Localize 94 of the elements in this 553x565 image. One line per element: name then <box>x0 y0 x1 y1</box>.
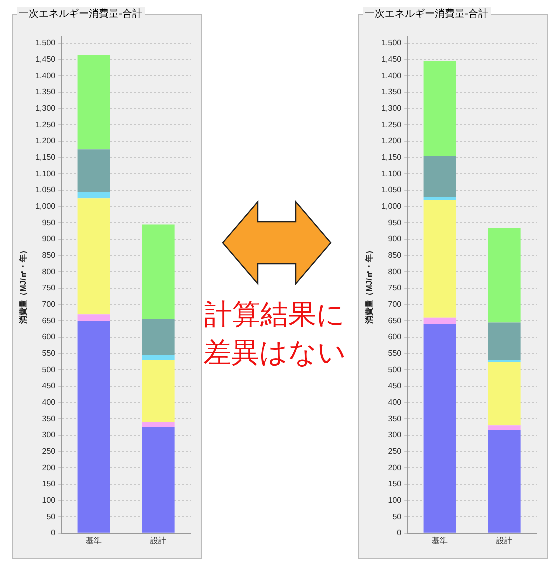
y-tick-label: 1,400 <box>382 71 402 80</box>
bar <box>424 200 456 318</box>
y-tick-label: 150 <box>388 480 402 489</box>
y-tick-label: 650 <box>388 316 402 326</box>
y-tick-label: 450 <box>388 382 402 391</box>
bar <box>142 319 175 356</box>
y-tick-label: 550 <box>42 348 56 358</box>
bar <box>488 430 521 533</box>
y-tick-label: 350 <box>388 414 402 424</box>
y-tick-label: 700 <box>42 300 56 309</box>
y-tick-label: 100 <box>388 496 402 505</box>
y-tick-label: 300 <box>388 430 402 440</box>
y-tick-label: 1,350 <box>382 88 402 97</box>
bar <box>424 197 456 200</box>
bar <box>78 150 110 192</box>
y-tick-label: 750 <box>388 284 402 293</box>
y-tick-label: 600 <box>42 332 56 342</box>
y-tick-label: 800 <box>42 267 56 276</box>
y-tick-label: 650 <box>42 316 56 326</box>
y-tick-label: 1,500 <box>36 38 56 48</box>
bar <box>142 427 175 533</box>
bar <box>488 322 521 360</box>
y-tick-label: 1,200 <box>36 136 56 146</box>
x-tick-label: 設計 <box>496 536 513 546</box>
y-tick-label: 50 <box>46 512 56 522</box>
y-tick-label: 600 <box>388 332 402 342</box>
bar <box>488 426 521 431</box>
y-tick-label: 1,300 <box>382 104 402 114</box>
bar <box>142 422 175 428</box>
y-tick-label: 900 <box>42 234 56 244</box>
y-tick-label: 950 <box>388 218 402 228</box>
y-tick-label: 200 <box>388 463 402 472</box>
y-tick-label: 750 <box>42 284 56 293</box>
y-tick-label: 50 <box>392 512 402 522</box>
y-tick-label: 200 <box>42 463 56 472</box>
bar <box>142 360 175 422</box>
bar <box>78 314 110 322</box>
y-tick-label: 1,250 <box>36 120 56 130</box>
y-tick-label: 150 <box>42 480 56 489</box>
y-tick-label: 1,350 <box>36 88 56 97</box>
y-tick-label: 1,100 <box>36 169 56 178</box>
y-tick-label: 1,500 <box>382 38 402 48</box>
y-tick-label: 1,100 <box>382 169 402 178</box>
y-tick-label: 1,150 <box>36 153 56 162</box>
y-tick-label: 1,450 <box>382 55 402 64</box>
y-tick-label: 0 <box>51 528 56 538</box>
y-tick-label: 1,250 <box>382 120 402 130</box>
x-tick-label: 基準 <box>432 536 448 546</box>
y-tick-label: 1,000 <box>382 202 402 212</box>
y-tick-label: 1,200 <box>382 136 402 146</box>
y-tick-label: 100 <box>42 496 56 505</box>
bar <box>78 198 110 315</box>
y-tick-label: 1,050 <box>36 186 56 195</box>
bar <box>78 192 110 199</box>
bar <box>424 61 456 156</box>
y-tick-label: 1,000 <box>36 202 56 212</box>
bar <box>488 362 521 426</box>
y-axis-title: 消費量（MJ/㎡・年） <box>365 246 374 325</box>
y-tick-label: 950 <box>42 218 56 228</box>
y-tick-label: 0 <box>397 528 402 538</box>
y-tick-label: 300 <box>42 430 56 440</box>
y-tick-label: 850 <box>42 251 56 260</box>
bar <box>424 156 456 198</box>
bar <box>142 224 175 320</box>
bar <box>142 355 175 360</box>
y-tick-label: 1,050 <box>382 186 402 195</box>
x-tick-label: 基準 <box>86 536 102 546</box>
y-tick-label: 1,400 <box>36 71 56 80</box>
y-tick-label: 350 <box>42 414 56 424</box>
bar <box>488 228 521 323</box>
y-tick-label: 700 <box>388 300 402 309</box>
y-tick-label: 400 <box>388 398 402 407</box>
y-tick-label: 900 <box>388 234 402 244</box>
bar <box>78 321 110 533</box>
y-tick-label: 1,450 <box>36 55 56 64</box>
chart-title: 一次エネルギー消費量-合計 <box>363 7 491 21</box>
chart-title: 一次エネルギー消費量-合計 <box>17 7 145 21</box>
y-tick-label: 1,300 <box>36 104 56 114</box>
y-tick-label: 1,150 <box>382 153 402 162</box>
y-tick-label: 500 <box>388 365 402 374</box>
y-tick-label: 850 <box>388 251 402 260</box>
x-tick-label: 設計 <box>150 536 167 546</box>
bar <box>78 54 110 150</box>
y-tick-label: 250 <box>388 446 402 456</box>
text: 計算結果に差異はない <box>202 297 348 371</box>
y-tick-label: 800 <box>388 267 402 276</box>
y-axis-title: 消費量（MJ/㎡・年） <box>19 246 28 325</box>
y-tick-label: 400 <box>42 398 56 407</box>
y-tick-label: 450 <box>42 382 56 391</box>
y-tick-label: 550 <box>388 348 402 358</box>
y-tick-label: 250 <box>42 446 56 456</box>
y-tick-label: 500 <box>42 365 56 374</box>
bar <box>424 324 456 533</box>
bar <box>424 318 456 324</box>
